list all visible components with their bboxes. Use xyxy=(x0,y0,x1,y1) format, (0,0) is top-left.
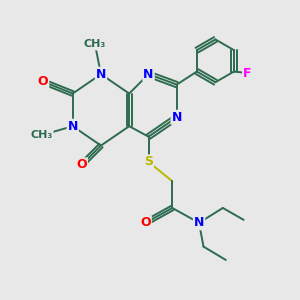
Text: O: O xyxy=(140,216,151,229)
Text: N: N xyxy=(172,111,182,124)
Text: F: F xyxy=(243,67,251,80)
Text: N: N xyxy=(143,68,154,81)
Text: CH₃: CH₃ xyxy=(84,40,106,50)
Text: N: N xyxy=(96,68,106,81)
Text: O: O xyxy=(76,158,87,171)
Text: S: S xyxy=(144,155,153,168)
Text: CH₃: CH₃ xyxy=(30,130,52,140)
Text: N: N xyxy=(194,216,204,229)
Text: N: N xyxy=(68,120,78,133)
Text: O: O xyxy=(38,75,48,88)
